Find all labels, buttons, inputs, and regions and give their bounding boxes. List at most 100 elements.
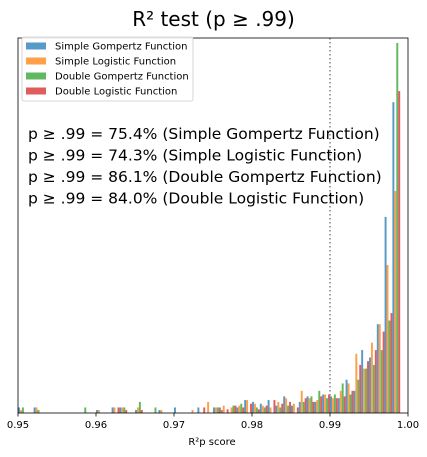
bar <box>84 407 87 413</box>
legend-swatch <box>26 87 46 95</box>
legend-swatch <box>26 57 46 65</box>
annotation-text: p ≥ .99 = 84.0% (Double Logistic Functio… <box>28 190 364 208</box>
bar <box>253 403 256 413</box>
bar <box>207 401 210 413</box>
x-tick-label: 0.96 <box>85 420 107 431</box>
bar <box>33 407 36 413</box>
bar <box>372 364 375 413</box>
bar <box>226 409 229 413</box>
series-2 <box>21 43 399 413</box>
bar <box>289 401 291 413</box>
series-0 <box>18 102 395 413</box>
bar <box>97 410 100 413</box>
bar <box>220 410 223 413</box>
bar <box>353 390 356 413</box>
bar <box>326 398 329 413</box>
annotation-text: p ≥ .99 = 75.4% (Simple Gompertz Functio… <box>28 125 380 143</box>
bar <box>261 405 264 413</box>
bar <box>359 364 362 413</box>
bar <box>322 394 325 413</box>
bar <box>376 324 379 413</box>
x-tick-label: 0.95 <box>7 420 29 431</box>
bar <box>370 342 373 413</box>
bar <box>333 394 336 413</box>
bar <box>279 407 282 413</box>
bar <box>154 407 157 413</box>
bar <box>19 410 22 413</box>
bar <box>308 398 311 413</box>
bar <box>21 407 24 413</box>
bar <box>275 405 278 413</box>
plot-frame <box>17 37 409 414</box>
bar <box>365 368 368 413</box>
bar <box>273 400 276 413</box>
bar <box>214 407 217 413</box>
bar <box>398 91 401 413</box>
bar <box>349 394 352 413</box>
bar <box>160 410 163 413</box>
bar <box>234 405 237 413</box>
bar <box>320 396 323 413</box>
plot-area <box>17 37 409 414</box>
bar <box>357 379 360 413</box>
bar <box>384 216 387 413</box>
bar <box>240 403 243 413</box>
bar <box>386 265 389 413</box>
x-tick-label: 0.97 <box>163 420 185 431</box>
bar <box>285 398 288 413</box>
bar <box>318 390 321 413</box>
bar <box>314 401 317 413</box>
bar <box>283 396 286 413</box>
bar <box>269 407 272 413</box>
bar <box>197 407 200 413</box>
legend-label: Simple Logistic Function <box>55 57 176 68</box>
legend-box <box>21 36 194 102</box>
bar <box>236 407 239 413</box>
bar <box>388 320 391 413</box>
bar <box>306 396 309 413</box>
bar <box>259 403 262 413</box>
bar <box>174 407 176 413</box>
bar <box>328 394 330 413</box>
bar <box>238 405 241 413</box>
bar <box>121 407 124 413</box>
bar <box>300 390 303 413</box>
legend-swatch <box>26 72 46 80</box>
bar <box>203 407 206 413</box>
bar <box>351 390 354 413</box>
bar <box>291 405 293 413</box>
bar <box>331 398 334 413</box>
chart-title: R² test (p ≥ .99) <box>132 7 295 31</box>
bar <box>298 401 301 413</box>
bar <box>361 350 364 413</box>
annotation-text: p ≥ .99 = 74.3% (Simple Logistic Functio… <box>28 147 362 165</box>
bar <box>158 410 161 413</box>
bar <box>281 403 284 413</box>
bar <box>265 405 268 413</box>
bar <box>125 410 128 413</box>
bar <box>37 410 40 413</box>
bar <box>257 409 260 413</box>
bar <box>302 401 305 413</box>
bar <box>138 401 141 413</box>
bar <box>232 405 235 413</box>
bar <box>363 368 366 413</box>
series-1 <box>19 191 397 413</box>
bar <box>345 379 348 413</box>
bar <box>244 400 247 413</box>
bar <box>255 407 258 413</box>
bar <box>277 401 280 413</box>
bar <box>330 396 332 413</box>
annotations: p ≥ .99 = 75.4% (Simple Gompertz Functio… <box>28 125 382 208</box>
bar <box>394 191 397 413</box>
bar <box>339 390 342 413</box>
legend-label: Double Gompertz Function <box>55 72 189 83</box>
bar <box>263 407 266 413</box>
legend-label: Simple Gompertz Function <box>55 42 187 53</box>
bar <box>230 407 233 413</box>
bar <box>292 403 295 413</box>
bar <box>18 407 20 413</box>
bar <box>113 407 116 413</box>
legend-label: Double Logistic Function <box>55 87 177 98</box>
